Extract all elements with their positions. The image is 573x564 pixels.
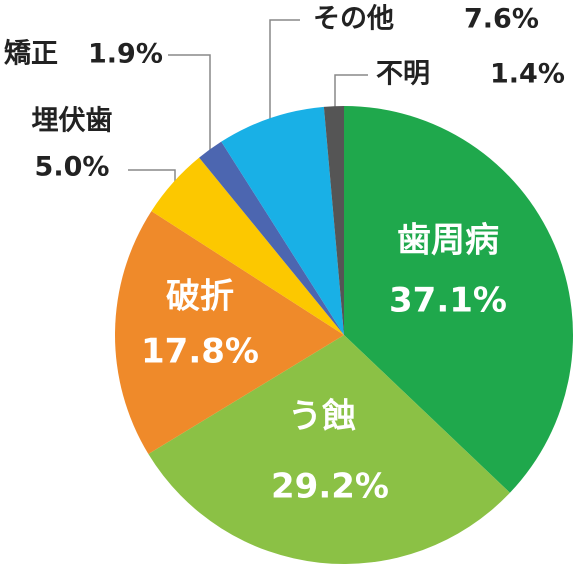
slice-label: 破折 [166, 277, 234, 317]
value-label: 37.1% [389, 281, 507, 321]
value-label: 17.8% [141, 332, 259, 372]
value-label: 7.6% [464, 4, 539, 35]
slice-label: 矯正 [4, 39, 58, 70]
slice-label: その他 [313, 4, 394, 35]
slice-label: 埋伏歯 [32, 106, 113, 137]
value-label: 5.0% [35, 152, 110, 183]
value-label: 1.4% [490, 59, 565, 90]
slice-label: 不明 [376, 59, 430, 90]
leader-line [334, 74, 368, 108]
pie-slice [221, 106, 344, 335]
pie-slice [344, 106, 573, 493]
value-label: 1.9% [88, 39, 163, 70]
leader-line [168, 54, 211, 155]
pie-slice [199, 141, 344, 335]
pie-slice [148, 335, 510, 564]
pie-slice [151, 157, 344, 335]
pie-slice [323, 106, 344, 335]
pie-slice [115, 211, 344, 455]
value-label: 29.2% [271, 467, 389, 507]
slice-label: 歯周病 [397, 221, 499, 261]
slice-label: う蝕 [288, 397, 356, 437]
leader-line [269, 19, 300, 120]
